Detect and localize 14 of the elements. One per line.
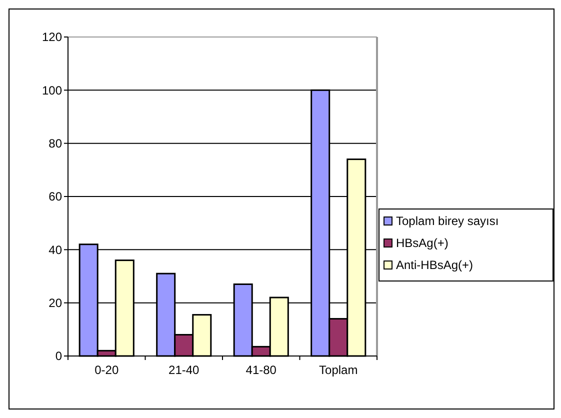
x-tick-label: 21-40 xyxy=(168,363,200,377)
y-tick-label: 20 xyxy=(48,296,62,310)
y-tick-label: 40 xyxy=(48,242,62,257)
x-tick-label: Toplam xyxy=(319,363,358,377)
x-tick-label: 41-80 xyxy=(246,363,277,377)
legend-label: Toplam birey sayısı xyxy=(396,214,499,228)
y-tick-label: 100 xyxy=(42,83,62,98)
legend-label: Anti-HBsAg(+) xyxy=(396,258,474,272)
legend-label: HBsAg(+) xyxy=(396,236,448,250)
y-tick-label: 60 xyxy=(48,190,62,204)
y-tick-label: 80 xyxy=(48,136,62,151)
y-tick-label: 120 xyxy=(42,30,62,44)
y-tick-label: 0 xyxy=(55,349,62,364)
x-tick-label: 0-20 xyxy=(94,363,119,377)
